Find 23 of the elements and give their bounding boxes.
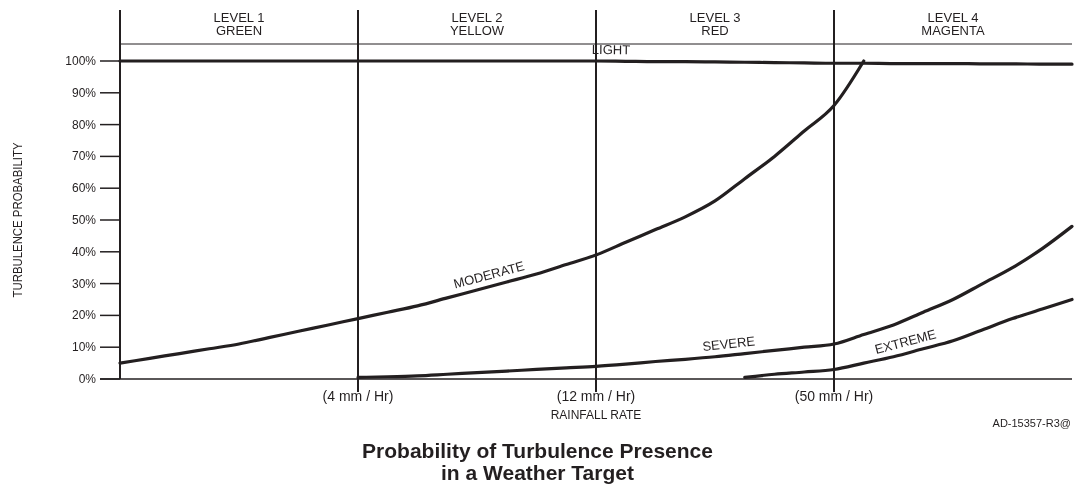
text: SEVERE bbox=[701, 333, 756, 354]
text: Probability of Turbulence Presence in a Weather Target bbox=[362, 439, 713, 484]
y-tick-label: 60% bbox=[71, 181, 97, 196]
text: LEVEL 4 MAGENTA bbox=[921, 10, 985, 38]
y-tick-label: 90% bbox=[71, 85, 97, 100]
y-tick-label: 100% bbox=[65, 54, 97, 68]
text: LEVEL 1 GREEN bbox=[213, 10, 265, 38]
y-tick-label: 0% bbox=[78, 372, 97, 386]
y-tick-label: 20% bbox=[71, 308, 97, 323]
x-axis-title: RAINFALL RATE bbox=[550, 408, 642, 422]
x-tick-label: (50 mm / Hr) bbox=[794, 388, 874, 404]
y-tick-label: 30% bbox=[71, 276, 97, 291]
y-axis-title: TURBULENCE PROBABILITY bbox=[11, 134, 25, 298]
text: AD-15357-R3@ bbox=[992, 417, 1071, 429]
x-tick-label: (4 mm / Hr) bbox=[322, 388, 394, 404]
y-tick-label: 50% bbox=[71, 213, 97, 227]
y-tick-label: 70% bbox=[71, 149, 97, 164]
y-tick-label: 40% bbox=[71, 244, 97, 259]
y-tick-label: 80% bbox=[71, 117, 97, 132]
text: LEVEL 2 YELLOW bbox=[449, 10, 505, 38]
x-tick-label: (12 mm / Hr) bbox=[556, 388, 636, 404]
y-tick-label: 10% bbox=[71, 340, 97, 355]
text: LEVEL 3 RED bbox=[689, 10, 741, 38]
